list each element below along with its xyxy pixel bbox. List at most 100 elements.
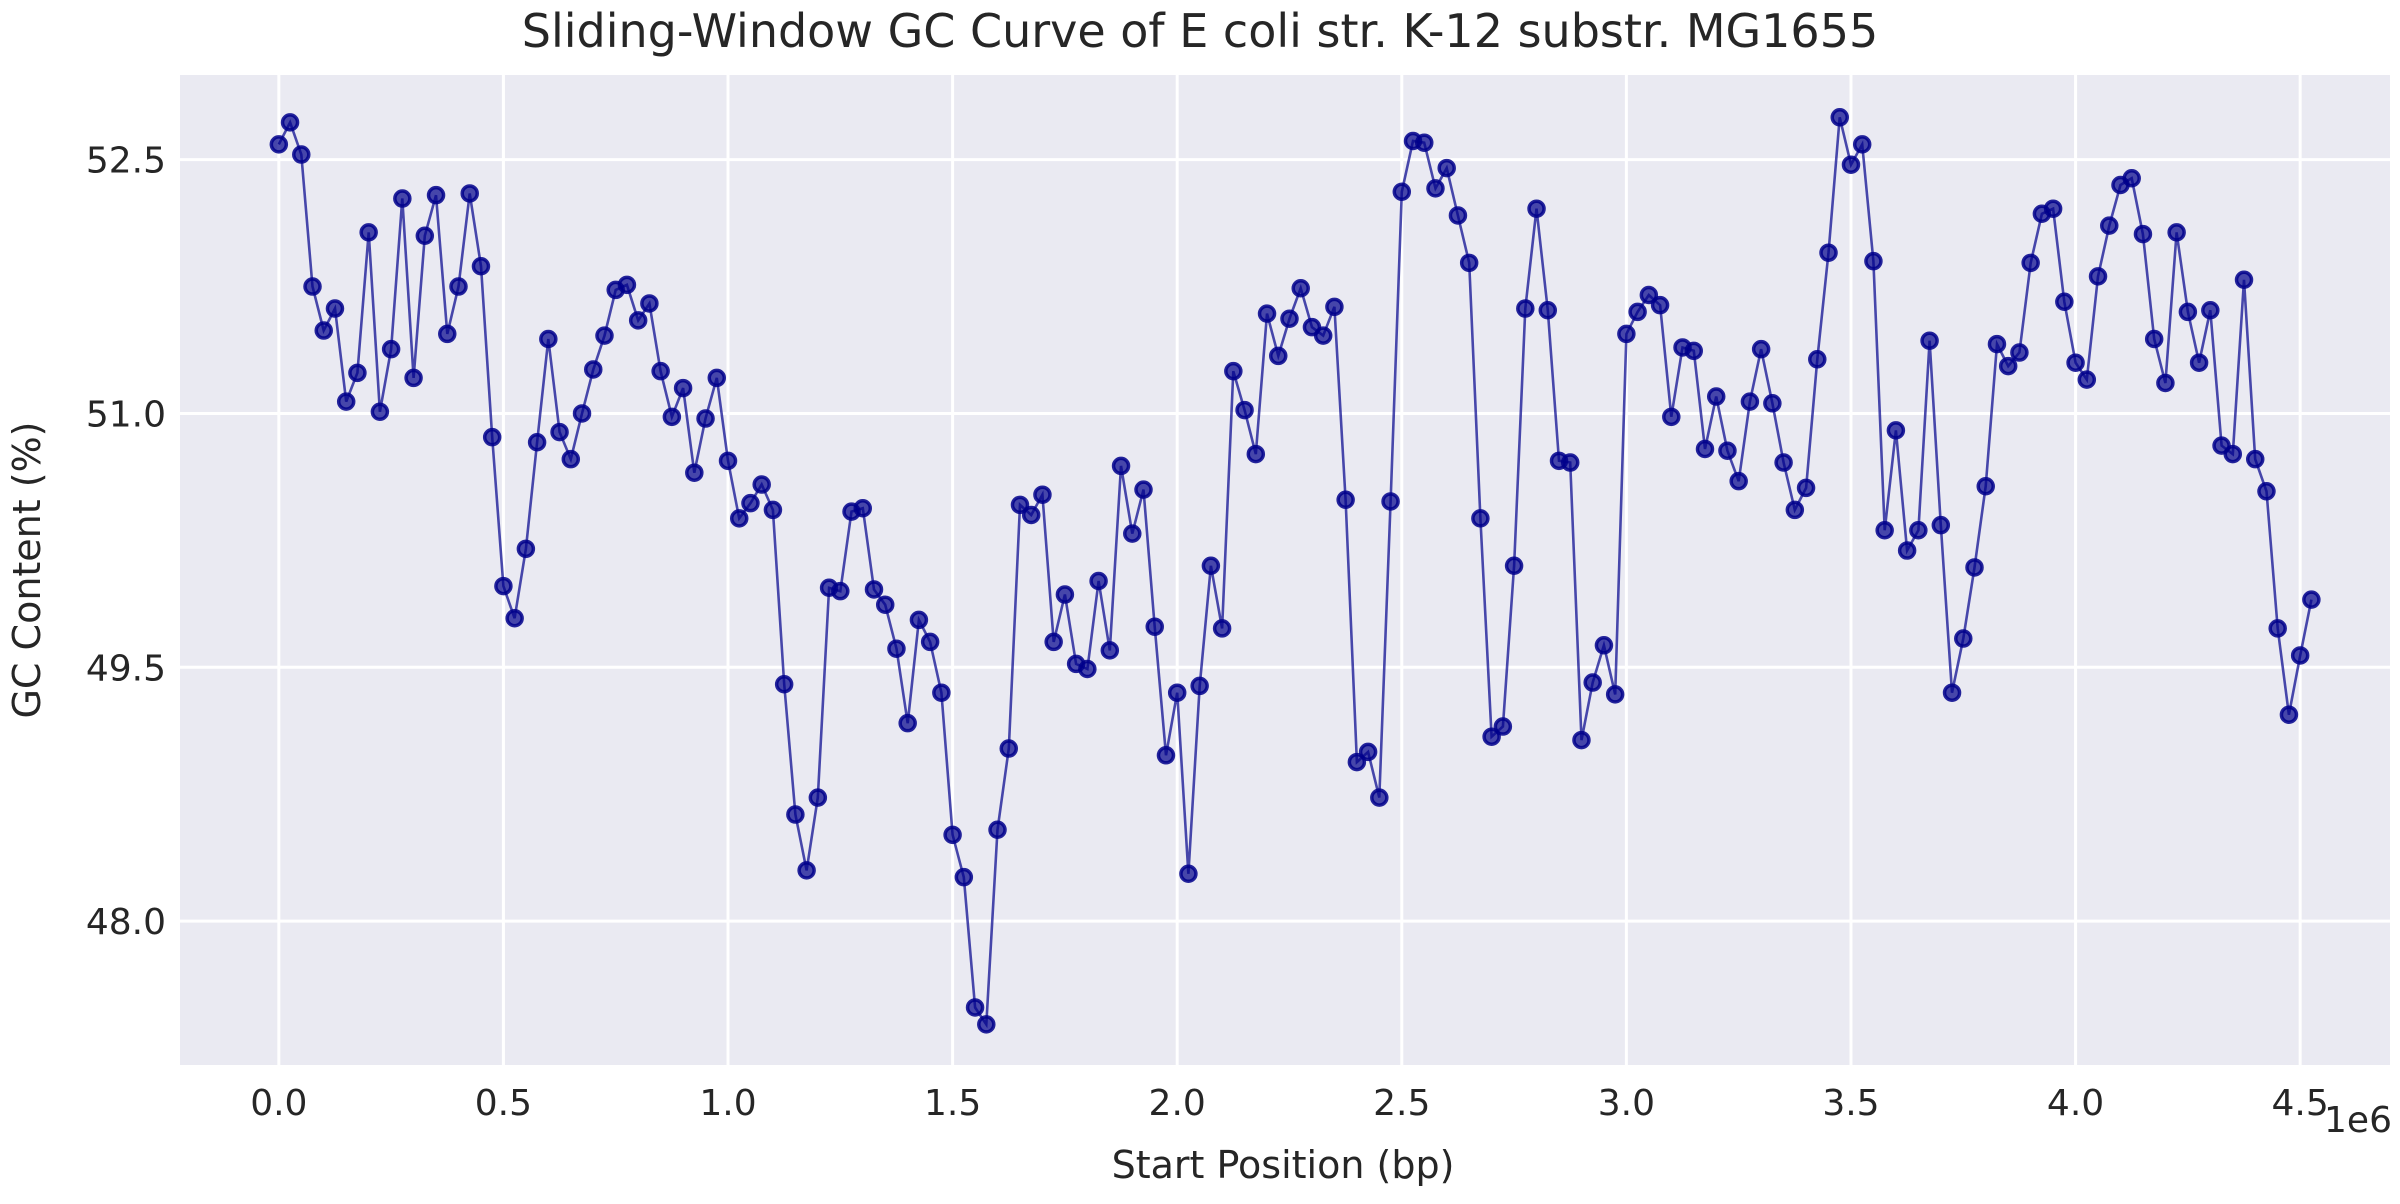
data-point bbox=[1763, 394, 1782, 413]
data-point bbox=[999, 739, 1018, 758]
data-point bbox=[1381, 492, 1400, 511]
data-point bbox=[1987, 334, 2007, 354]
data-point bbox=[393, 189, 412, 208]
data-point bbox=[1134, 480, 1153, 499]
data-point bbox=[1280, 309, 1299, 328]
data-point bbox=[2245, 449, 2265, 469]
data-point bbox=[1269, 346, 1288, 366]
data-point bbox=[1560, 453, 1580, 472]
data-point bbox=[651, 361, 670, 381]
data-point bbox=[1774, 453, 1793, 472]
data-point bbox=[1392, 182, 1412, 202]
data-point bbox=[786, 805, 805, 824]
data-point bbox=[864, 580, 884, 599]
data-point bbox=[1751, 339, 1771, 359]
data-point bbox=[269, 135, 289, 154]
data-point bbox=[1336, 490, 1355, 510]
data-point bbox=[527, 432, 547, 452]
data-point bbox=[1358, 742, 1378, 762]
data-point bbox=[2268, 619, 2287, 638]
data-point bbox=[1145, 617, 1164, 636]
data-point bbox=[2122, 168, 2141, 188]
data-point bbox=[2302, 590, 2321, 609]
data-point bbox=[1662, 407, 1681, 427]
chart-title: Sliding-Window GC Curve of E coli str. K… bbox=[522, 4, 1878, 58]
data-point bbox=[673, 378, 693, 398]
data-point bbox=[2133, 224, 2153, 244]
data-point bbox=[449, 277, 468, 296]
data-point bbox=[2010, 343, 2029, 362]
x-tick-label: 3.5 bbox=[1822, 1083, 1879, 1124]
data-point bbox=[482, 427, 502, 447]
data-point bbox=[2144, 329, 2164, 349]
data-point bbox=[1459, 253, 1479, 273]
data-point bbox=[1347, 752, 1367, 772]
data-point bbox=[2257, 482, 2276, 501]
data-point bbox=[1504, 556, 1524, 576]
data-point bbox=[988, 820, 1007, 840]
data-point bbox=[2279, 705, 2299, 724]
data-point bbox=[1044, 632, 1063, 652]
data-point bbox=[1875, 520, 1894, 540]
data-point bbox=[954, 867, 974, 887]
data-point bbox=[943, 825, 962, 845]
x-tick-label: 0.0 bbox=[250, 1083, 307, 1124]
data-point bbox=[1448, 206, 1468, 225]
data-point bbox=[1156, 746, 1176, 765]
data-point bbox=[696, 409, 715, 428]
data-point bbox=[1437, 158, 1456, 178]
data-point bbox=[584, 360, 603, 379]
data-point bbox=[1931, 515, 1951, 535]
data-point bbox=[370, 402, 390, 422]
data-point bbox=[920, 632, 940, 652]
x-tick-label: 2.5 bbox=[1373, 1083, 1430, 1124]
data-point bbox=[471, 256, 491, 276]
y-tick-label: 49.5 bbox=[86, 648, 166, 689]
data-point bbox=[909, 610, 929, 630]
data-point bbox=[1078, 659, 1097, 679]
data-point bbox=[1201, 556, 1221, 576]
data-point bbox=[1819, 243, 1838, 262]
data-point bbox=[2156, 373, 2175, 393]
data-point bbox=[1212, 619, 1232, 638]
data-point bbox=[977, 1015, 996, 1034]
data-point bbox=[1167, 683, 1187, 702]
data-point bbox=[516, 539, 536, 559]
data-point bbox=[1740, 392, 1760, 411]
data-point bbox=[404, 368, 423, 388]
data-point bbox=[729, 509, 749, 528]
x-tick-label: 1.5 bbox=[924, 1083, 981, 1124]
data-point bbox=[2201, 300, 2220, 320]
data-point bbox=[1886, 421, 1906, 440]
data-point bbox=[572, 404, 592, 423]
data-point bbox=[1089, 571, 1108, 591]
data-point bbox=[2189, 353, 2209, 372]
data-point bbox=[752, 475, 771, 494]
data-point bbox=[1313, 326, 1333, 345]
data-point bbox=[2223, 444, 2243, 464]
data-point bbox=[2167, 223, 2186, 242]
data-point bbox=[1572, 730, 1591, 750]
data-point bbox=[831, 581, 850, 601]
data-point bbox=[1482, 727, 1501, 746]
tick-layer: 0.0 0.5 1.0 1.5 2.0 2.5 3.0 3.5 4.0 4.5 48.0 49.5 51… bbox=[86, 141, 2329, 1124]
x-tick-label: 3.0 bbox=[1598, 1083, 1655, 1124]
data-point bbox=[595, 326, 614, 345]
data-point bbox=[1830, 108, 1849, 127]
y-tick-label: 52.5 bbox=[86, 141, 166, 182]
data-point bbox=[1100, 641, 1120, 660]
data-point bbox=[1235, 400, 1254, 420]
data-point bbox=[797, 861, 816, 880]
data-point bbox=[1808, 350, 1827, 369]
data-point bbox=[1021, 505, 1041, 525]
x-tick-label: 0.5 bbox=[475, 1083, 532, 1124]
data-point bbox=[640, 294, 659, 313]
data-point bbox=[1033, 485, 1052, 504]
data-point bbox=[853, 498, 873, 518]
data-point bbox=[1718, 441, 1737, 460]
data-point bbox=[1897, 541, 1917, 560]
data-point bbox=[1224, 361, 1243, 381]
data-point bbox=[1617, 324, 1636, 344]
grid-layer bbox=[180, 75, 2390, 1065]
